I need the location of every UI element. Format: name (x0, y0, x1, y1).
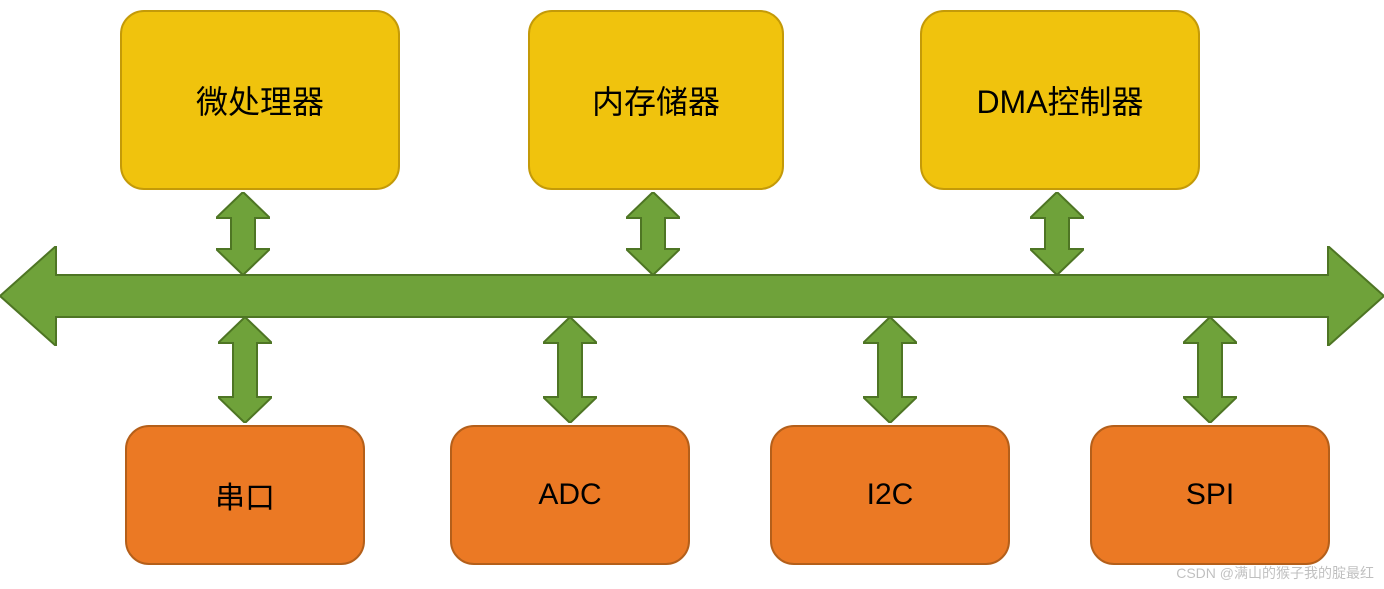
connector-arrow (543, 317, 597, 423)
node-label: I2C (867, 478, 914, 512)
connector-arrow (863, 317, 917, 423)
node-spi: SPI (1090, 425, 1330, 565)
node-adc: ADC (450, 425, 690, 565)
connector-arrow (1030, 192, 1084, 275)
node-label: 微处理器 (196, 77, 324, 123)
node-label: SPI (1186, 478, 1234, 512)
node-mem: 内存储器 (528, 10, 784, 190)
node-label: DMA控制器 (976, 77, 1143, 123)
node-dma: DMA控制器 (920, 10, 1200, 190)
node-cpu: 微处理器 (120, 10, 400, 190)
diagram-canvas: 微处理器 内存储器 DMA控制器串口 ADC I2C SPI CSDN @满山的猴子我的腚… (0, 0, 1384, 589)
connector-arrow (218, 317, 272, 423)
bus-arrow (0, 246, 1384, 346)
connector-arrow (1183, 317, 1237, 423)
node-i2c: I2C (770, 425, 1010, 565)
connector-arrow (626, 192, 680, 275)
node-label: 内存储器 (592, 77, 720, 123)
node-label: ADC (538, 478, 601, 512)
node-label: 串口 (215, 473, 275, 517)
connector-arrow (216, 192, 270, 275)
node-uart: 串口 (125, 425, 365, 565)
watermark-text: CSDN @满山的猴子我的腚最红 (1176, 563, 1374, 583)
